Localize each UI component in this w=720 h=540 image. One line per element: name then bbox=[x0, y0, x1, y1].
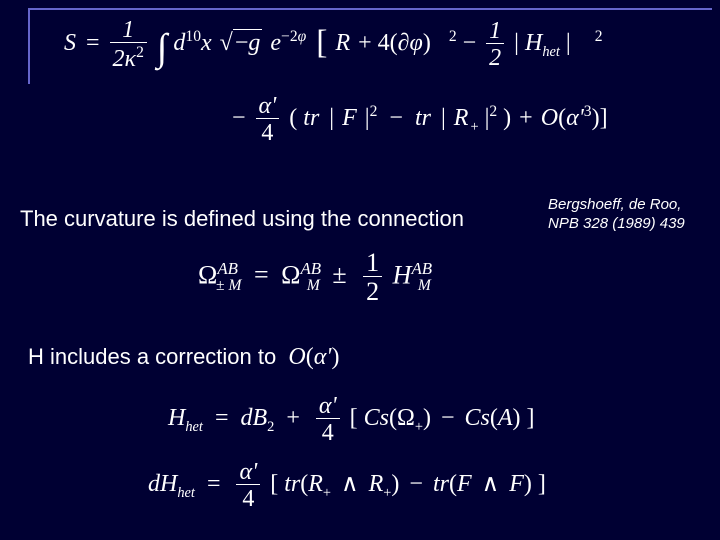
equation-hhet: Hhet = dB2 + α' 4 [ Cs(Ω+) − Cs(A) ] bbox=[168, 394, 535, 445]
h-correction-text: H includes a correction to O(α') bbox=[28, 344, 339, 371]
citation-line1: Bergshoeff, de Roo, bbox=[548, 196, 685, 215]
citation-line2: NPB 328 (1989) 439 bbox=[548, 215, 685, 234]
half-num: 1 bbox=[486, 19, 504, 44]
var-S: S bbox=[64, 30, 76, 56]
frac-den: 2κ2 bbox=[110, 43, 147, 71]
measure-d: d bbox=[173, 30, 185, 56]
integral-sign: ∫ bbox=[157, 26, 168, 70]
frac-num: 1 bbox=[110, 18, 147, 43]
equation-omega: ΩAB± M = ΩAB M ± 1 2 HAB M bbox=[198, 250, 431, 305]
equation-action-line1: S = 1 2κ2 ∫ d10x √−g e−2φ [ R + 4(∂φ) 2 … bbox=[64, 18, 603, 71]
frame-left bbox=[28, 8, 30, 84]
alpha-num: α' bbox=[256, 94, 280, 119]
equation-action-line2: − α' 4 ( tr | F |2 − tr | R+ |2 ) + O(α'… bbox=[232, 94, 608, 145]
alpha-den: 4 bbox=[256, 119, 280, 145]
citation: Bergshoeff, de Roo, NPB 328 (1989) 439 bbox=[548, 196, 685, 234]
equation-dhhet: dHhet = α' 4 [ tr(R+ ∧ R+) − tr(F ∧ F) ] bbox=[148, 460, 546, 511]
frame-top bbox=[28, 8, 712, 10]
curvature-text: The curvature is defined using the conne… bbox=[20, 206, 464, 232]
half-den: 2 bbox=[486, 44, 504, 70]
